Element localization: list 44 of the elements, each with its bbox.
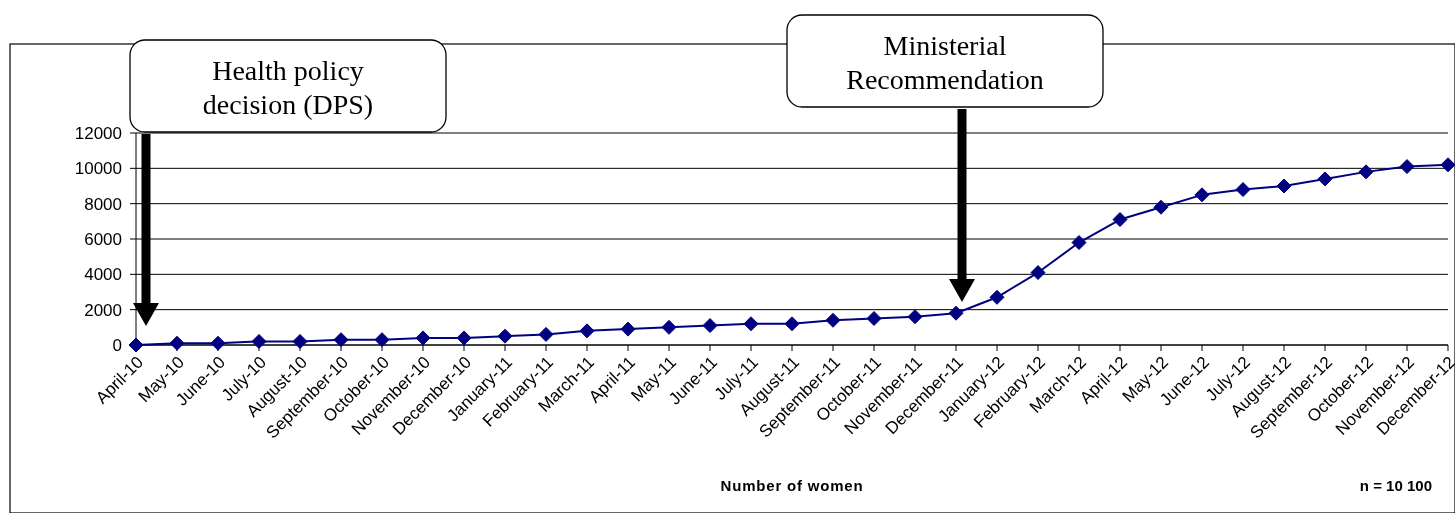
x-axis-title: Number of women — [720, 477, 864, 494]
y-tick-label: 2000 — [84, 300, 122, 320]
point — [538, 326, 554, 342]
point — [825, 312, 841, 328]
point — [907, 309, 923, 325]
point — [251, 333, 267, 349]
point — [948, 305, 964, 321]
point — [1399, 159, 1415, 175]
point — [743, 316, 759, 332]
point — [866, 311, 882, 326]
point — [1194, 187, 1210, 203]
point — [374, 332, 390, 348]
point — [1030, 265, 1046, 281]
text: n = 10 100 — [1359, 477, 1432, 494]
point — [1112, 212, 1128, 228]
point — [456, 330, 472, 346]
y-tick-label: 0 — [112, 335, 122, 355]
y-tick-label: 12000 — [74, 123, 122, 143]
point — [1358, 164, 1374, 180]
text: Health policy decision (DPS) — [202, 55, 374, 120]
point — [661, 319, 677, 335]
point — [702, 318, 718, 334]
point — [1071, 235, 1087, 251]
point — [497, 328, 513, 344]
point — [784, 316, 800, 332]
point — [620, 321, 636, 337]
point — [128, 337, 144, 353]
y-tick-label: 10000 — [74, 159, 122, 179]
point — [169, 335, 185, 351]
point — [1440, 157, 1455, 173]
point — [1153, 199, 1169, 215]
point — [210, 335, 226, 351]
point — [333, 332, 349, 348]
y-tick-label: 8000 — [84, 194, 122, 214]
point — [989, 289, 1005, 305]
text: Ministerial Recommendation — [846, 30, 1044, 95]
point — [1276, 178, 1292, 194]
y-tick-label: 6000 — [84, 229, 122, 249]
y-tick-label: 4000 — [84, 265, 122, 285]
point — [1317, 171, 1333, 187]
point — [292, 333, 308, 349]
point — [579, 323, 595, 339]
point — [415, 330, 431, 346]
point — [1235, 182, 1251, 198]
